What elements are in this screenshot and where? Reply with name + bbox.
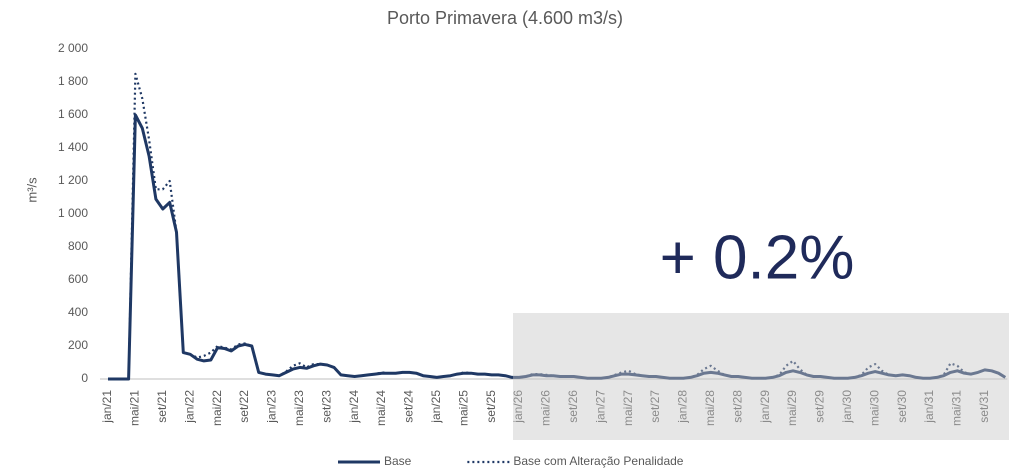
annotation: + 0.2%: [660, 223, 855, 292]
x-tick-label: set/22: [237, 390, 251, 423]
x-tick-label: mai/25: [456, 390, 470, 426]
y-tick-label: 800: [68, 239, 88, 253]
x-tick-label: jan/23: [265, 390, 279, 424]
y-tick-label: 0: [81, 371, 88, 385]
legend-label: Base com Alteração Penalidade: [513, 454, 683, 468]
x-tick-label: mai/23: [292, 390, 306, 426]
x-tick-label: jan/27: [593, 390, 607, 424]
y-tick-label: 600: [68, 272, 88, 286]
legend-label: Base: [384, 454, 412, 468]
x-tick-label: set/25: [484, 390, 498, 423]
x-tick-label: mai/26: [539, 390, 553, 426]
y-tick-label: 1 000: [58, 206, 88, 220]
x-tick-label: jan/26: [511, 390, 525, 424]
y-tick-label: 2 000: [58, 41, 88, 55]
x-tick-label: set/21: [155, 390, 169, 423]
x-tick-label: set/30: [895, 390, 909, 423]
line-series: [108, 72, 1006, 381]
x-tick-label: set/27: [648, 390, 662, 423]
x-tick-label: jan/21: [100, 390, 114, 424]
x-tick-label: mai/29: [785, 390, 799, 426]
x-tick-label: jan/24: [347, 390, 361, 424]
y-tick-label: 1 400: [58, 140, 88, 154]
y-tick-label: 400: [68, 305, 88, 319]
x-tick-label: jan/25: [429, 390, 443, 424]
y-tick-label: 1 200: [58, 173, 88, 187]
x-tick-label: mai/22: [210, 390, 224, 426]
x-tick-label: jan/22: [182, 390, 196, 424]
x-tick-label: jan/28: [676, 390, 690, 424]
x-tick-label: set/29: [813, 390, 827, 423]
x-tick-label: mai/21: [128, 390, 142, 426]
y-tick-label: 200: [68, 338, 88, 352]
x-tick-label: jan/30: [840, 390, 854, 424]
y-tick-label: 1 800: [58, 74, 88, 88]
x-tick-label: jan/31: [922, 390, 936, 424]
x-tick-label: mai/27: [621, 390, 635, 426]
shaded-region: [513, 313, 1009, 440]
x-tick-label: mai/30: [867, 390, 881, 426]
chart-title: Porto Primavera (4.600 m3/s): [387, 8, 623, 28]
y-axis-label: m³/s: [24, 177, 39, 203]
x-tick-label: mai/31: [950, 390, 964, 426]
x-tick-label: set/23: [319, 390, 333, 423]
x-tick-label: set/24: [402, 390, 416, 423]
x-tick-label: set/26: [566, 390, 580, 423]
x-tick-label: set/31: [977, 390, 991, 423]
y-tick-label: 1 600: [58, 107, 88, 121]
x-tick-label: mai/28: [703, 390, 717, 426]
shaded-region-group: + 0.2%: [513, 223, 1009, 440]
x-tick-label: set/28: [730, 390, 744, 423]
x-tick-label: jan/29: [758, 390, 772, 424]
x-tick-label: mai/24: [374, 390, 388, 426]
